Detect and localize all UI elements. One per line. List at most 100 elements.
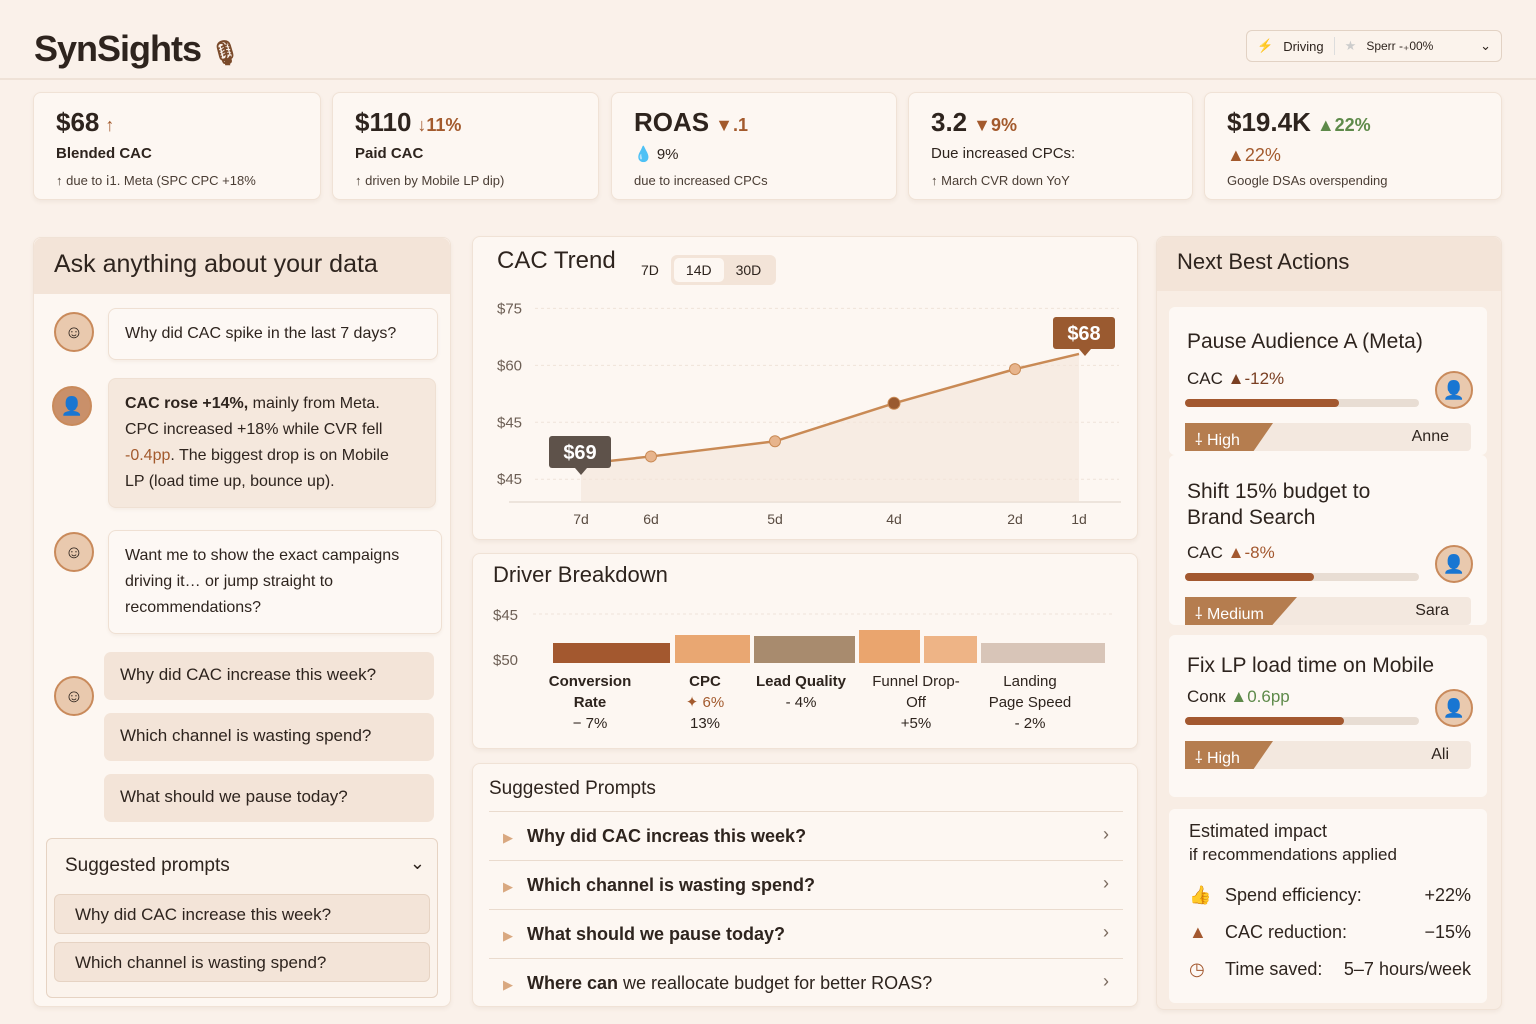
driver-name: Funnel Drop-Off <box>872 673 960 711</box>
prompt-text-rest: we reallocate budget for better ROAS? <box>618 973 933 993</box>
kpi-value: 3.2 <box>931 107 968 137</box>
chat-title: Ask anything about your data <box>34 238 450 294</box>
action-title: Pause Audience A (Meta) <box>1187 330 1423 353</box>
action-metric: Conк ▲0.6pp <box>1187 687 1290 706</box>
tab-14d[interactable]: 14D <box>673 258 724 282</box>
prompt-row[interactable]: ▶ Why did CAC increas this week? › <box>489 811 1123 859</box>
action-card[interactable]: Shift 15% budget to Brand Search CAC ▲-8… <box>1169 455 1487 625</box>
driver-change: − 7% <box>572 715 608 732</box>
driver-breakdown-card: Driver Breakdown $45 $50 Conversion Rate … <box>472 553 1138 749</box>
kpi-card[interactable]: 3.2 ▼9% Due increased CPCs: ↑ March CVR d… <box>908 92 1193 200</box>
data-point <box>1009 363 1021 376</box>
x-tick-label: 7d <box>573 511 589 527</box>
impact-title: Estimated impact <box>1189 821 1328 841</box>
next-best-actions-panel: Next Best Actions Pause Audience A (Meta… <box>1156 236 1502 1010</box>
owner-name: Anne <box>1411 428 1449 445</box>
kpi-label: Paid CAC <box>355 145 424 162</box>
impact-row: ▲ CAC reduction: −15% <box>1189 922 1471 943</box>
suggested-prompt-item[interactable]: Why did CAC increase this week? <box>54 894 430 934</box>
callout-label: $69 <box>563 442 596 464</box>
chevron-right-icon: › <box>1103 873 1109 893</box>
prompt-row[interactable]: ▶ What should we pause today? › <box>489 909 1123 957</box>
driver-name: CPC <box>689 673 721 690</box>
driver-bar <box>924 636 977 663</box>
kpi-note: ↑ March CVR down YoY <box>931 173 1070 188</box>
x-tick-label: 4d <box>886 511 902 527</box>
driving-label: Driving <box>1283 38 1324 54</box>
prompt-text: Why did CAC increas this week? <box>527 826 807 846</box>
app-title: SynSights 🎙 <box>34 28 241 69</box>
speed-label: Sperr -₊00% <box>1366 39 1434 53</box>
kpi-card[interactable]: $19.4K ▲22% ▲22% Google DSAs overspending <box>1204 92 1502 200</box>
y-tick-label: $45 <box>497 414 522 431</box>
kpi-note: Google DSAs overspending <box>1227 173 1388 188</box>
driver-bar <box>675 635 750 663</box>
tab-30d[interactable]: 30D <box>735 262 762 278</box>
quick-question-chip[interactable]: What should we pause today? <box>104 774 434 822</box>
tab-7d[interactable]: 7D <box>641 262 659 278</box>
area-fill <box>581 353 1079 502</box>
microphone-icon[interactable]: 🎙 <box>210 40 240 67</box>
x-tick-label: 6d <box>643 511 659 527</box>
suggested-prompts-card: Suggested Prompts ▶ Why did CAC increas t… <box>472 763 1138 1007</box>
bot-avatar: ☺ <box>54 312 94 352</box>
bot-avatar: ☺ <box>54 532 94 572</box>
prompt-row[interactable]: ▶ Where can we reallocate budget for bett… <box>489 958 1123 1006</box>
prompt-row[interactable]: ▶ Which channel is wasting spend? › <box>489 860 1123 908</box>
driver-item: Conversion Rate − 7% <box>544 671 636 734</box>
kpi-note: ↑ driven by Mobile LP dip) <box>355 173 505 188</box>
next-best-actions-title: Next Best Actions <box>1157 237 1501 291</box>
y-tick-label: $45 <box>497 471 522 488</box>
value-callout <box>549 436 611 469</box>
priority-row: ⸸ High Ali <box>1185 741 1471 769</box>
priority-row: ⸸ Medium Sara <box>1185 597 1471 625</box>
driver-bar <box>859 630 920 663</box>
chevron-right-icon: › <box>1103 824 1109 844</box>
impact-subtitle: if recommendations applied <box>1189 845 1397 864</box>
data-point <box>645 450 657 463</box>
driver-name: Lead Quality <box>755 673 847 690</box>
impact-row: ◷ Time saved: 5–7 hours/week <box>1189 959 1471 980</box>
callout-pointer <box>575 468 587 476</box>
callout-label: $68 <box>1067 323 1100 345</box>
prompt-text: What should we pause today? <box>527 924 786 944</box>
owner-name: Ali <box>1431 746 1449 763</box>
thumbs-up-icon: 👍 <box>1189 885 1212 905</box>
filter-dropdown[interactable]: ⚡ Driving ★ Sperr -₊00% ⌄ <box>1246 30 1502 62</box>
play-icon: ▶ <box>503 928 513 943</box>
x-tick-label: 5d <box>767 511 783 527</box>
value-callout <box>1053 316 1115 349</box>
driver-item: CPC ✦ 6% 13% <box>659 671 751 734</box>
action-card[interactable]: Pause Audience A (Meta) CAC ▲-12% 👤 ⸸ Hi… <box>1169 307 1487 455</box>
quick-question-chip[interactable]: Which channel is wasting spend? <box>104 713 434 761</box>
owner-name: Sara <box>1415 602 1449 619</box>
chevron-down-icon[interactable]: ⌄ <box>409 853 425 873</box>
suggested-prompt-item[interactable]: Which channel is wasting spend? <box>54 942 430 982</box>
bot-followup: Want me to show the exact campaigns driv… <box>108 530 442 634</box>
x-tick-label: 2d <box>1007 511 1023 527</box>
driver-bar-chart: $45 $50 <box>493 607 1113 669</box>
kpi-delta: ↓11% <box>417 115 462 135</box>
kpi-note: due to increased CPCs <box>634 173 768 188</box>
kpi-note: ↑ due to ⅰ1. Meta (SPC CPC +18% <box>56 173 256 188</box>
play-icon: ▶ <box>503 977 513 992</box>
owner-avatar: 👤 <box>1435 689 1473 727</box>
kpi-card[interactable]: $68 ↑ Blended CAC ↑ due to ⅰ1. Meta (SPC … <box>33 92 321 200</box>
driver-item: Landing Page Speed - 2% <box>984 671 1076 734</box>
action-title: Fix LP load time on Mobile <box>1187 654 1435 677</box>
kpi-card[interactable]: ROAS ▼.1 💧 9% due to increased CPCs <box>611 92 897 200</box>
chat-panel: Ask anything about your data ☺ Why did C… <box>33 237 451 1007</box>
quick-question-chip[interactable]: Why did CAC increase this week? <box>104 652 434 700</box>
kpi-label: ▲22% <box>1227 145 1281 165</box>
kpi-label: 💧 9% <box>634 146 679 163</box>
driver-bar <box>553 643 670 663</box>
impact-value: −15% <box>1424 922 1471 942</box>
kpi-value: $110 <box>355 107 412 137</box>
driver-item: Lead Quality - 4% <box>755 671 847 713</box>
priority-badge: ⸸ Medium <box>1185 597 1297 625</box>
impact-label: CAC reduction: <box>1225 922 1348 942</box>
y-tick-label: $60 <box>497 357 522 374</box>
kpi-value: ROAS <box>634 107 710 137</box>
kpi-card[interactable]: $110 ↓11% Paid CAC ↑ driven by Mobile LP … <box>332 92 599 200</box>
action-card[interactable]: Fix LP load time on Mobile Conк ▲0.6pp 👤… <box>1169 635 1487 797</box>
